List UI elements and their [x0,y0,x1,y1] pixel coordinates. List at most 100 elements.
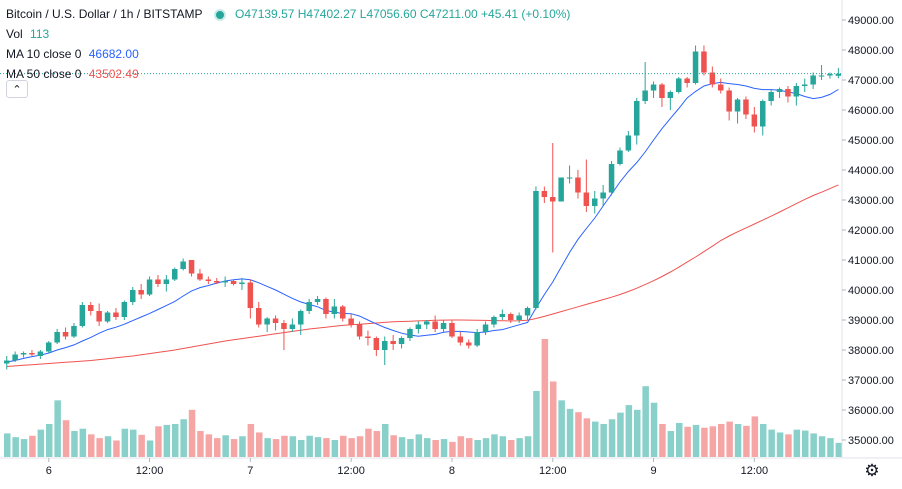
volume-bar [188,409,196,457]
volume-bar [272,439,280,457]
candle-body [659,84,665,98]
candle-body [314,299,321,302]
candle-body [340,306,346,319]
volume-bar [4,433,11,457]
volume-bar [491,434,498,457]
time-tick-label: 12:00 [741,465,769,477]
candle-body [524,308,531,316]
price-tick-label: 47000.00 [848,75,894,87]
candle-body [760,101,766,127]
volume-bar [440,439,448,457]
ma50-legend-row[interactable]: MA 50 close 0 43502.49 [6,64,570,84]
volume-bar [457,436,465,457]
candle-body [272,318,279,323]
volume-bar [676,423,683,457]
volume-bar [222,435,229,457]
candle-body [373,338,380,350]
candlesticks [4,45,842,370]
candle-body [466,342,472,346]
volume-bar [180,419,187,457]
candle-body [642,90,648,101]
candle-body [12,354,18,361]
symbol-name[interactable]: Bitcoin / U.S. Dollar [6,7,111,21]
candle-body [20,353,27,355]
candle-body [398,338,405,344]
volume-bar [46,423,53,457]
time-tick-label: 12:00 [136,465,164,477]
ma10-legend-label: MA 10 close 0 [6,47,82,61]
candle-body [835,73,842,76]
volume-bar [12,437,19,457]
volume-bar [550,381,557,457]
candle-body [734,99,741,112]
candle-body [407,329,413,338]
candle-body [37,351,44,356]
candle-body [54,332,60,343]
volume-legend-value: 113 [30,27,50,41]
candle-body [222,281,228,283]
volume-bar [726,421,733,457]
candle-body [608,164,615,193]
candle-body [491,317,497,325]
price-tick-label: 36000.00 [848,405,894,417]
candle-body [432,321,438,329]
candle-body [550,197,556,202]
candle-body [793,86,800,97]
interval-label[interactable]: 1h [120,7,134,21]
candle-body [440,323,447,329]
time-axis[interactable]: 6 12:00 7 12:00 8 12:00 9 12:00 [0,457,902,477]
candle-body [625,135,632,151]
volume-bar [659,423,666,457]
volume-bar [96,438,103,457]
ma50-line [6,184,839,367]
candle-body [356,324,363,337]
volume-bar [432,440,439,457]
candle-body [281,323,287,329]
volume-bar [382,423,389,457]
volume-bar [642,386,649,457]
volume-bar [247,423,255,457]
gear-icon[interactable]: ⚙ [864,461,880,480]
volume-bar [256,432,263,457]
candle-body [138,290,144,295]
candle-body [810,75,816,85]
candle-body [533,191,539,308]
price-tick-label: 44000.00 [848,165,894,177]
candle-body [62,332,69,337]
volume-bar [314,437,322,457]
price-axis[interactable]: 35000.00 36000.00 37000.00 38000.00 39000.00… [841,0,894,458]
candle-body [776,89,783,92]
candle-body [482,324,489,332]
volume-bar [331,440,339,457]
volume-bar [340,435,347,457]
candle-body [768,92,774,101]
volume-bar [818,436,826,457]
volume-bar [214,438,221,457]
candle-body [331,306,338,314]
volume-bar [29,435,36,457]
volume-bar [20,439,28,457]
price-tick-label: 43000.00 [848,195,894,207]
price-tick-label: 35000.00 [848,435,894,447]
candle-body [88,305,94,311]
volume-bar [575,412,582,457]
ma10-legend-value: 46682.00 [88,47,139,61]
volume-bar [482,438,490,457]
volume-bar [558,400,565,457]
volume-legend-row[interactable]: Vol 113 [6,24,570,44]
volume-bar [785,434,792,457]
price-tick-label: 42000.00 [848,225,894,237]
volume-bar [835,442,843,457]
candle-body [575,177,581,193]
candle-body [508,314,514,320]
candle-body [516,315,522,320]
volume-bar [54,400,61,457]
volume-bar [356,436,364,457]
collapse-legend-button[interactable]: ⌃ [6,80,28,98]
ma10-legend-row[interactable]: MA 10 close 0 46682.00 [6,44,570,64]
time-tick-label: 9 [650,465,656,477]
candle-body [818,75,825,77]
volume-bar [709,426,717,457]
